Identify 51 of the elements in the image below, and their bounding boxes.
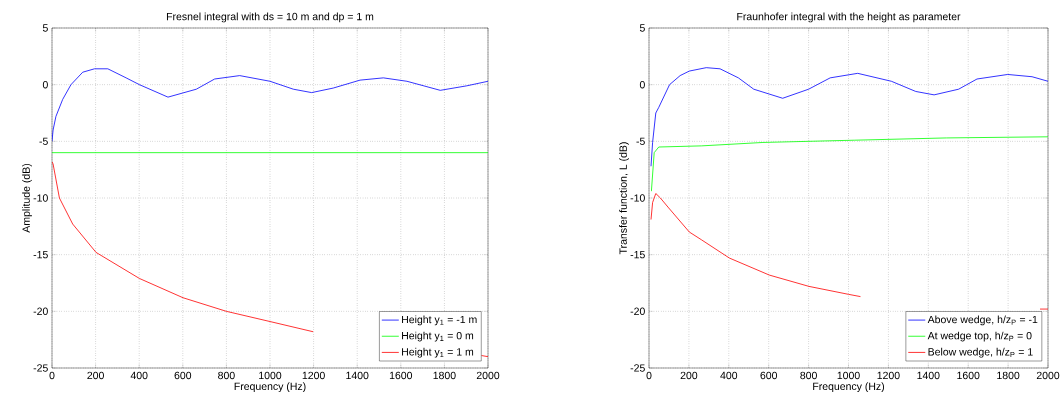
legend-label: At wedge top, h/z$_{P}$ = 0 — [927, 331, 1032, 342]
x-tick-label: 1400 — [346, 371, 369, 380]
line-series — [650, 67, 1049, 167]
line-series — [52, 68, 488, 142]
x-axis-title: Frequency (Hz) — [234, 382, 306, 393]
legend-label: Height y$_{1}$ = 1 m — [402, 347, 474, 358]
line-series — [651, 136, 1049, 192]
y-tick-label: -20 — [630, 307, 645, 316]
y-tick-label: -5 — [636, 137, 645, 145]
x-tick-label: 1600 — [389, 371, 413, 380]
x-tick-label: 1600 — [957, 371, 980, 380]
y-tick-label: 0 — [42, 80, 48, 89]
legend-label: Height y$_{1}$ = -1 m — [402, 315, 477, 326]
legend-label: Above wedge, h/z$_{P}$ = -1 — [927, 315, 1038, 326]
x-axis-title: Frequency (Hz) — [813, 382, 885, 393]
x-tick-label: 2000 — [476, 371, 500, 380]
y-tick-label: -20 — [33, 307, 48, 316]
x-tick-label: 200 — [680, 371, 698, 380]
legend-label: Below wedge, h/z$_{P}$ = 1 — [928, 347, 1033, 358]
x-tick-label: 400 — [720, 371, 738, 380]
x-tick-label: 1200 — [877, 371, 900, 380]
x-tick-label: 600 — [174, 371, 192, 380]
x-tick-label: 1000 — [837, 371, 860, 380]
x-tick-label: 800 — [218, 371, 235, 380]
x-tick-label: 800 — [800, 371, 817, 380]
x-tick-label: 1200 — [302, 371, 325, 380]
y-tick-label: 0 — [639, 80, 645, 89]
x-tick-label: 2000 — [1036, 371, 1060, 380]
y-tick-label: -25 — [630, 364, 645, 372]
y-tick-label: 5 — [639, 24, 645, 32]
y-axis-title: Amplitude (dB) — [22, 163, 32, 233]
x-tick-label: 1800 — [433, 371, 456, 380]
legend-label: Height y$_{1}$ = 0 m — [402, 331, 474, 342]
y-tick-label: -25 — [33, 364, 48, 372]
y-tick-label: 5 — [42, 24, 48, 32]
x-tick-label: 1800 — [997, 371, 1020, 380]
chart-title: Fraunhofer integral with the height as parameter — [737, 12, 961, 23]
y-tick-label: -10 — [33, 194, 48, 202]
y-tick-label: -5 — [39, 137, 48, 145]
y-tick-label: -10 — [630, 194, 645, 202]
y-axis-title: Transfer function, L (dB) — [619, 142, 629, 255]
x-tick-label: 1000 — [259, 371, 282, 380]
x-tick-label: 0 — [646, 371, 652, 380]
y-tick-label: -15 — [33, 251, 48, 259]
x-tick-label: 400 — [130, 371, 148, 380]
x-tick-label: 200 — [87, 371, 104, 380]
chart-title: Fresnel integral with ds = 10 m and dp = 1 m — [166, 12, 374, 23]
x-tick-label: 0 — [49, 371, 55, 380]
x-tick-label: 1400 — [917, 371, 940, 380]
x-tick-label: 600 — [760, 371, 778, 380]
y-tick-label: -15 — [630, 251, 645, 259]
